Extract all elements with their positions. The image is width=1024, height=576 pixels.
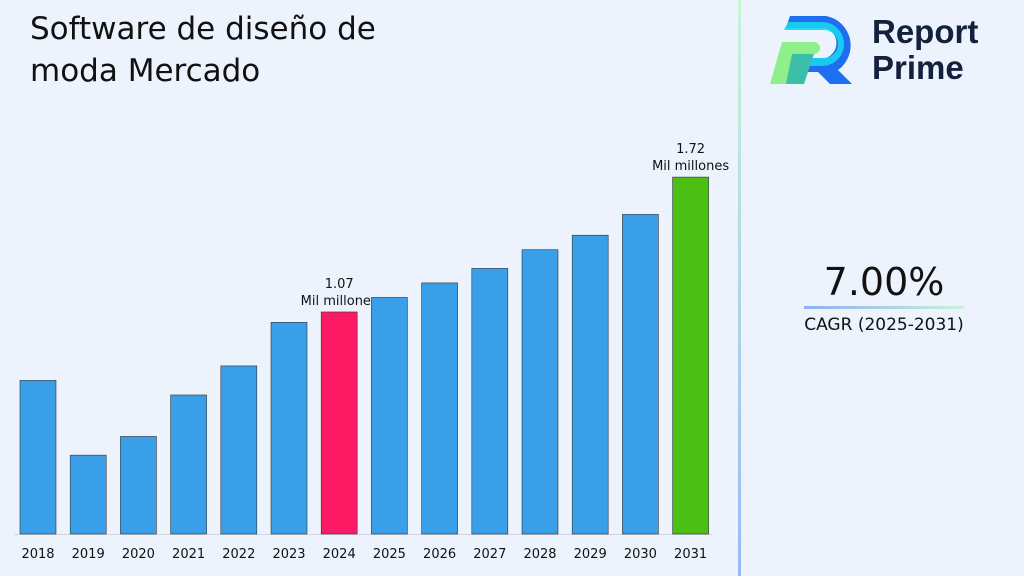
chart-title: Software de diseño de moda Mercado <box>30 11 376 89</box>
logo-text-line2: Prime <box>872 49 964 86</box>
bar-2027 <box>471 268 509 535</box>
x-tick-label: 2025 <box>373 547 406 562</box>
bar-2025 <box>371 297 408 535</box>
cagr-panel: 7.00% CAGR (2025-2031) <box>800 258 968 335</box>
x-tick-label: 2027 <box>473 547 506 562</box>
report-prime-logo: Report Prime <box>768 14 1008 90</box>
cagr-underline <box>804 306 964 309</box>
cagr-label: CAGR (2025-2031) <box>804 315 964 335</box>
bar-2031 <box>672 176 709 535</box>
divider <box>738 0 741 576</box>
bar-2018 <box>19 380 57 535</box>
bar-2030 <box>622 214 659 535</box>
bar-2022 <box>220 365 258 535</box>
x-tick-label: 2020 <box>122 547 155 562</box>
bar-chart: 2018 2019 2020 2021 2022 2023 2024 1.07 Mil mill… <box>14 142 729 562</box>
x-tick-label: 2018 <box>21 547 54 562</box>
x-tick-label: 2030 <box>624 547 657 562</box>
x-tick-label: 2021 <box>172 547 205 562</box>
bar-2028 <box>521 249 559 535</box>
bar-2023 <box>270 322 308 535</box>
x-tick-label: 2024 <box>323 547 356 562</box>
data-label-value: 1.07 <box>325 277 354 292</box>
bar-2019 <box>69 454 107 535</box>
x-tick-label: 2022 <box>222 547 255 562</box>
cagr-value: 7.00% <box>823 260 945 304</box>
data-label-value: 1.72 <box>676 142 705 157</box>
bar-2021 <box>170 394 207 535</box>
bar-2024 <box>320 311 358 535</box>
logo-text-line1: Report <box>872 13 979 50</box>
logo-r-icon <box>770 16 852 84</box>
x-tick-label: 2029 <box>574 547 607 562</box>
data-label-unit: Mil millones <box>652 159 729 174</box>
bar-2020 <box>120 436 157 535</box>
x-tick-label: 2028 <box>523 547 556 562</box>
bar-2029 <box>571 234 609 535</box>
bar-2026 <box>421 282 458 535</box>
data-label-unit: Mil millones <box>301 294 378 309</box>
x-tick-label: 2026 <box>423 547 456 562</box>
x-tick-label: 2019 <box>72 547 105 562</box>
x-tick-label: 2031 <box>674 547 707 562</box>
x-tick-label: 2023 <box>272 547 305 562</box>
